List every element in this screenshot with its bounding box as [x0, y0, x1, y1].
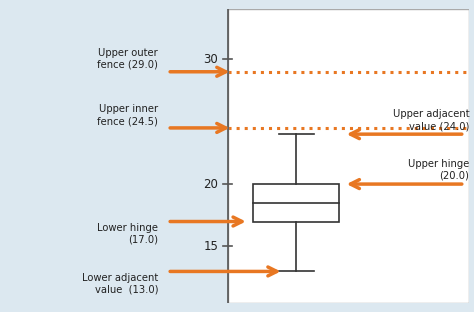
Bar	[253, 184, 339, 222]
Text: 30: 30	[204, 53, 219, 66]
Text: Upper inner
fence (24.5): Upper inner fence (24.5)	[97, 105, 158, 126]
Text: Upper hinge
(20.0): Upper hinge (20.0)	[408, 159, 469, 181]
Text: Lower adjacent
value  (13.0): Lower adjacent value (13.0)	[82, 273, 158, 295]
Text: Upper adjacent
value (24.0): Upper adjacent value (24.0)	[392, 110, 469, 131]
Bar	[228, 9, 469, 303]
Bar	[228, 9, 469, 303]
Text: 20: 20	[203, 178, 219, 191]
Text: Upper outer
fence (29.0): Upper outer fence (29.0)	[97, 48, 158, 69]
Text: 15: 15	[203, 240, 219, 253]
Text: Lower hinge
(17.0): Lower hinge (17.0)	[97, 223, 158, 245]
